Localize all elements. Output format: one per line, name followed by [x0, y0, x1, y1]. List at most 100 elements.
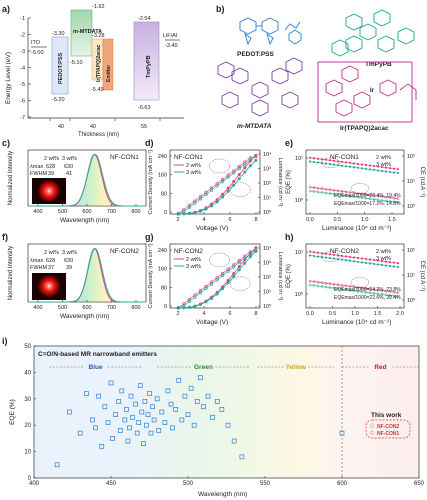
y-ticks-right: 10⁴ 10³ 10² 10¹ 10⁰ — [258, 151, 272, 216]
region-label-green: Green — [194, 364, 213, 371]
x-tick-label: 550 — [260, 481, 271, 487]
ce-line — [309, 190, 399, 203]
ir-label: Ir(TPAPQ)2acac — [96, 44, 102, 82]
lmax-label: λmax — [30, 164, 43, 170]
literature-point — [219, 407, 225, 412]
y-tick-label: 10² — [263, 181, 271, 187]
y-tick-label: 10⁰ — [263, 209, 272, 216]
x-tick-label: 650 — [414, 481, 425, 487]
ylabel-left: EQE (%) — [286, 264, 292, 288]
lum-point — [248, 158, 252, 162]
lum-point — [209, 186, 214, 190]
lmax-3wt: 630 — [64, 258, 73, 264]
thickness-1: 40 — [58, 124, 64, 130]
y-tick-label: 0 — [164, 210, 167, 216]
literature-point — [197, 375, 203, 381]
this-work-label-nf-con2: NF-CON2 — [377, 424, 399, 430]
legend-3wt: 3 wt% — [62, 250, 77, 256]
lum-point — [232, 263, 236, 267]
lum-point — [226, 173, 230, 177]
lum-point — [221, 274, 225, 278]
pedot-homo: -5.20 — [52, 97, 65, 103]
mmtdata-structure — [217, 57, 303, 117]
lifal-label: LiF/Al — [163, 33, 177, 39]
xlabel: Wavelength (nm) — [60, 217, 109, 224]
x-tick-label: 600 — [82, 209, 91, 215]
lum-point — [176, 306, 180, 310]
panel-label-b: b) — [216, 4, 225, 14]
literature-point — [134, 430, 140, 436]
y-tick-label: 10⁰ — [407, 297, 416, 304]
lum-point — [226, 269, 230, 273]
y-tick-label: 10¹ — [407, 273, 415, 279]
annotation-ellipse — [350, 277, 370, 288]
legend-2wt: 2 wt% — [186, 257, 201, 263]
y-tick-label: 240 — [158, 248, 167, 254]
device-photo — [32, 273, 66, 300]
x-tick-label: 8 — [254, 217, 257, 223]
lum-point — [193, 295, 197, 299]
pedot-box — [51, 36, 69, 95]
lum-point — [215, 276, 219, 280]
lmax-label: λmax — [30, 258, 43, 264]
annotation-ellipse — [209, 158, 230, 174]
jv-line — [178, 251, 257, 309]
tmpypb-structure — [331, 9, 415, 57]
lum-point — [187, 299, 191, 304]
lum-point — [226, 267, 230, 271]
plot-frame — [33, 345, 420, 479]
x-tick-label: 400 — [29, 481, 40, 487]
ir-complex-structure — [317, 61, 413, 123]
plot-frame — [305, 243, 405, 309]
panel-label-a: a) — [2, 4, 10, 14]
y-tick-label: 10⁴ — [263, 245, 272, 252]
ir-lumo: -3.28 — [92, 33, 105, 39]
fwhm-2wt: 37 — [48, 265, 54, 271]
lum-line — [178, 250, 256, 309]
x-tick-label: 1.5 — [374, 311, 382, 317]
x-ticks: 0.0 0.5 1.0 1.5 — [306, 212, 396, 223]
literature-point — [84, 391, 89, 396]
device-name: NF-CON1 — [330, 154, 359, 161]
ito-label: ITO — [31, 40, 41, 46]
y-ticks-right: 10² 10¹ 10⁰ — [402, 248, 416, 304]
eqe-line — [309, 157, 399, 170]
legend-2wt: 2 wt% — [186, 163, 201, 169]
region-label-red: Red — [374, 364, 386, 371]
fwhm-3wt: 39 — [66, 265, 72, 271]
lum-point — [243, 254, 247, 258]
literature-point — [191, 422, 197, 428]
eqe-note-1: EQEmax/1000=24.2%, 23.8% — [334, 287, 401, 293]
literature-point — [239, 454, 245, 460]
x-ticks: 2 4 6 8 — [176, 306, 258, 317]
ylabel-left: Current Density (mA cm⁻²) — [148, 243, 154, 308]
ito-value: -5.00 — [31, 50, 44, 56]
literature-point — [133, 401, 138, 407]
xlabel: Wavelength (nm) — [60, 313, 109, 320]
y-ticks-right: 10⁴ 10³ 10² 10¹ 10⁰ — [258, 245, 272, 310]
mmtdata-lumo: -1.92 — [92, 4, 105, 10]
ylabel-right: Luminance (cd m⁻²) — [277, 252, 283, 301]
y-tick-label: -1 — [20, 16, 25, 22]
lum-point — [237, 164, 241, 169]
x-ticks: 400 500 600 700 800 — [33, 204, 141, 215]
y-tick-label: 10² — [407, 154, 415, 160]
y-tick-label: 10⁰ — [263, 303, 272, 310]
literature-point — [194, 399, 200, 404]
legend-3wt: 3 wt% — [186, 264, 201, 270]
panel-e-eqe: e) NF-CON1 2 wt% 3 wt% EQEmax/1000=20.4%… — [285, 138, 425, 232]
lum-point — [243, 160, 247, 164]
y-tick-label: -6 — [20, 99, 25, 105]
device-name: NF-CON2 — [330, 248, 359, 255]
lum-point — [182, 210, 186, 214]
panel-label-h: h) — [285, 232, 294, 242]
lum-line — [178, 250, 256, 309]
ce-line — [309, 284, 399, 297]
literature-point — [96, 393, 102, 399]
y-ticks-right: 10² 10¹ 10⁰ — [402, 154, 416, 210]
literature-point — [145, 412, 151, 417]
x-tick-label: 4 — [202, 217, 205, 223]
lmax-2wt: 628 — [46, 258, 55, 264]
lum-point — [204, 284, 208, 289]
literature-point — [188, 385, 194, 391]
